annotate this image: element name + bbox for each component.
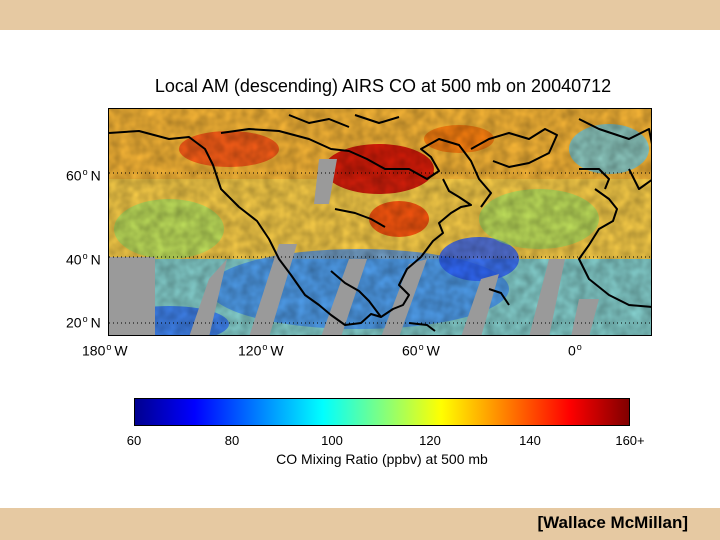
co-map-canvas — [109, 109, 651, 335]
credit-text: [Wallace McMillan] — [537, 513, 688, 532]
co-field-texture — [109, 109, 651, 335]
lat-label-60n: 60o N — [66, 167, 101, 184]
colorbar-tick-60: 60 — [126, 433, 142, 448]
map-title: Local AM (descending) AIRS CO at 500 mb … — [154, 76, 612, 96]
colorbar-tick-160: 160+ — [615, 433, 645, 448]
colorbar-tick-100: 100 — [321, 433, 343, 448]
lon-label-180w: 180o W — [82, 342, 128, 359]
bottom-band — [0, 508, 720, 540]
co-map — [108, 108, 652, 336]
colorbar-label: CO Mixing Ratio (ppbv) at 500 mb — [276, 451, 488, 467]
degree-symbol: o — [262, 342, 268, 352]
lon-label-60w: 60o W — [402, 342, 440, 359]
degree-symbol: o — [106, 342, 112, 352]
colorbar-tick-140: 140 — [519, 433, 541, 448]
top-band — [0, 0, 720, 30]
lat-label-20n: 20o N — [66, 314, 101, 331]
lat-label-40n: 40o N — [66, 251, 101, 268]
degree-symbol: o — [82, 251, 88, 261]
degree-symbol: o — [418, 342, 424, 352]
lon-label-120w: 120o W — [238, 342, 284, 359]
degree-symbol: o — [82, 167, 88, 177]
latitude-gridlines — [109, 172, 651, 324]
degree-symbol: o — [82, 314, 88, 324]
colorbar-tick-120: 120 — [419, 433, 441, 448]
colorbar — [134, 398, 630, 426]
degree-symbol: o — [576, 342, 582, 352]
coastlines — [109, 114, 651, 332]
colorbar-tick-80: 80 — [224, 433, 240, 448]
lon-label-0: 0o — [568, 342, 582, 359]
